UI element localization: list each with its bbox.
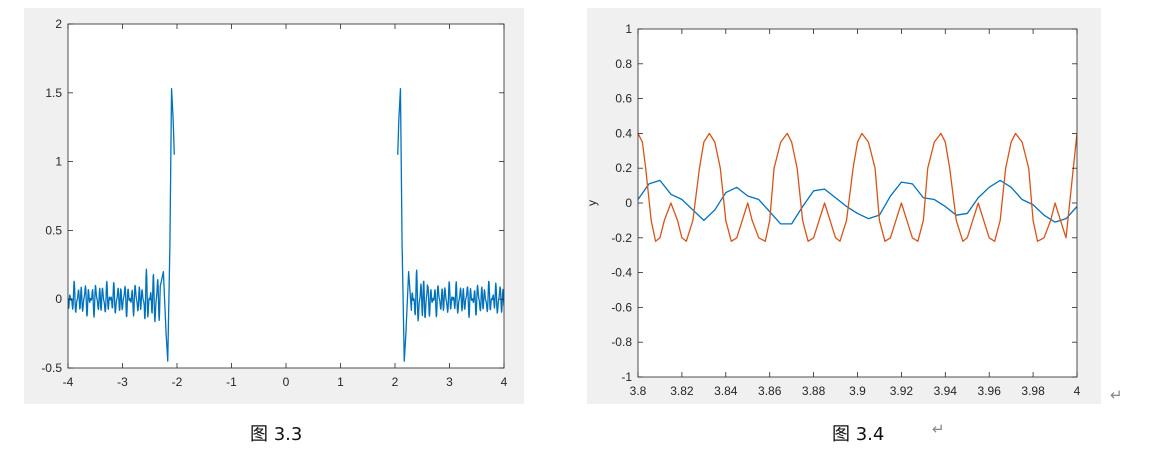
- y-tick-label: 0.5: [45, 223, 62, 237]
- y-tick-label: -0.8: [611, 335, 632, 349]
- plot-area: [68, 24, 504, 368]
- x-tick-label: 3.92: [890, 384, 914, 398]
- x-tick-label: 3.8: [630, 384, 647, 398]
- x-tick-label: 3: [446, 375, 453, 389]
- y-tick-label: -0.5: [41, 361, 62, 375]
- x-tick-label: 0: [283, 375, 290, 389]
- y-axis-label: y: [585, 200, 599, 206]
- y-tick-label: -0.4: [611, 266, 632, 280]
- y-tick-label: -0.6: [611, 300, 632, 314]
- x-tick-label: -1: [226, 375, 237, 389]
- y-tick-label: 0.6: [615, 92, 632, 106]
- caption-figure-3-3: 图 3.3: [250, 424, 303, 445]
- x-tick-label: -3: [117, 375, 128, 389]
- y-tick-label: 1.5: [45, 86, 62, 100]
- x-tick-label: 4: [501, 375, 508, 389]
- x-tick-label: 3.84: [714, 384, 738, 398]
- paragraph-mark: ↵: [932, 420, 945, 438]
- x-tick-label: 1: [337, 375, 344, 389]
- series-line-2: [638, 132, 1077, 242]
- x-tick-label: 3.88: [802, 384, 826, 398]
- y-tick-label: 0: [55, 292, 62, 306]
- x-tick-label: 3.86: [758, 384, 782, 398]
- y-tick-label: 1: [55, 155, 62, 169]
- y-tick-label: 0.4: [615, 126, 632, 140]
- y-tick-label: 0.2: [615, 161, 632, 175]
- x-tick-label: -2: [172, 375, 183, 389]
- x-tick-label: -4: [63, 375, 74, 389]
- x-tick-label: 3.82: [670, 384, 694, 398]
- y-tick-label: 2: [55, 17, 62, 31]
- x-tick-label: 3.94: [934, 384, 958, 398]
- caption-figure-3-4: 图 3.4: [832, 424, 885, 445]
- x-tick-label: 3.96: [978, 384, 1002, 398]
- y-tick-label: 1: [625, 22, 632, 36]
- series-line-1-part-1: [68, 88, 175, 362]
- x-tick-label: 3.9: [849, 384, 866, 398]
- y-tick-label: 0: [625, 196, 632, 210]
- x-tick-label: 2: [392, 375, 399, 389]
- paragraph-mark: ↵: [1110, 386, 1123, 404]
- x-tick-label: 3.98: [1021, 384, 1045, 398]
- plot-area: [638, 29, 1077, 377]
- y-tick-label: 0.8: [615, 57, 632, 71]
- x-tick-label: 4: [1074, 384, 1081, 398]
- series-line-1-part-2: [397, 88, 504, 362]
- y-tick-label: -0.2: [611, 231, 632, 245]
- y-tick-label: -1: [621, 370, 632, 384]
